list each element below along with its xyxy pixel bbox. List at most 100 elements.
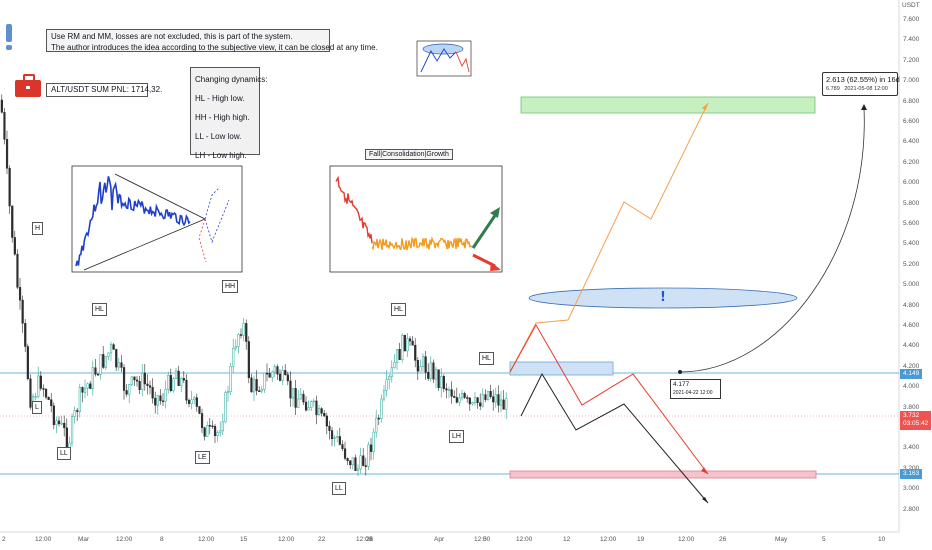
candle-body (346, 458, 349, 462)
disclaimer-line-1: Use RM and MM, losses are not excluded, … (51, 32, 293, 41)
candle-body (450, 389, 453, 397)
red-projection-path[interactable] (509, 323, 709, 475)
y-tick-label: 6.800 (903, 97, 920, 105)
candle-body (453, 396, 456, 398)
candle-body (466, 397, 469, 399)
wave-label-l[interactable]: L (32, 401, 42, 414)
dynamics-title: Changing dynamics: (195, 75, 268, 84)
candle-body (213, 425, 217, 437)
candle-body (294, 388, 297, 408)
wave-label-lh[interactable]: LH (449, 430, 464, 443)
candle-body (333, 437, 336, 439)
wave-label-hl[interactable]: HL (92, 303, 107, 316)
candle-body (159, 395, 162, 402)
current-price: 3.732 (903, 412, 920, 419)
target-zone-green[interactable] (520, 96, 816, 114)
candle-body (229, 366, 232, 392)
candle-body (297, 398, 300, 408)
highlight-ellipse[interactable] (528, 287, 798, 309)
x-tick-label: 15 (240, 536, 248, 543)
candle-body (408, 338, 412, 342)
x-tick-label: 10 (878, 536, 886, 543)
y-tick-label: 7.000 (903, 77, 920, 85)
black-projection-path[interactable] (520, 372, 709, 504)
wave-label-ll[interactable]: LL (57, 447, 71, 460)
wave-label-hh[interactable]: HH (222, 280, 239, 293)
candle-body (458, 397, 461, 403)
candle-body (317, 408, 321, 416)
x-tick-label: 19 (637, 536, 645, 543)
candle-body (484, 394, 487, 400)
candle-body (187, 399, 191, 404)
orange-projection-path[interactable] (509, 102, 709, 373)
wave-label-le[interactable]: LE (195, 451, 210, 464)
disclaimer-note[interactable]: Use RM and MM, losses are not excluded, … (46, 29, 378, 52)
candle-body (432, 362, 435, 380)
entry-callout[interactable]: 4.177 2021-04-22 12:00 (670, 379, 721, 399)
stop-zone-red[interactable] (509, 470, 817, 479)
candle-body (167, 375, 170, 390)
target-date: 2021-05-08 12:00 (844, 86, 888, 92)
candle-body (99, 354, 102, 375)
lower-line-price-tag: 3.163 (900, 469, 923, 479)
candle-body (351, 457, 354, 466)
dynamics-item: HL - High low. (195, 94, 245, 103)
candle-body (221, 421, 224, 432)
candle-body (455, 397, 458, 403)
candle-body (130, 376, 133, 385)
candle-body (78, 387, 81, 412)
candle-body (437, 369, 440, 388)
candle-body (398, 349, 401, 360)
wave-label-hl-3[interactable]: HL (479, 352, 494, 365)
candle-body (377, 417, 380, 420)
candle-body (18, 287, 22, 301)
red-arrowhead-icon (701, 467, 708, 474)
candle-body (63, 422, 66, 429)
disclaimer-line-2: The author introduces the idea according… (51, 42, 378, 52)
candle-body (424, 356, 427, 373)
wave-label-ll-2[interactable]: LL (332, 482, 346, 495)
candle-body (60, 422, 63, 425)
target-curve (679, 107, 865, 373)
wave-label-hl-2[interactable]: HL (391, 303, 406, 316)
candle-body (393, 362, 396, 368)
y-tick-label: 5.000 (903, 281, 920, 289)
candle-body (226, 391, 230, 393)
candle-body (362, 455, 365, 466)
candle-body (185, 379, 188, 401)
candle-body (39, 375, 42, 389)
candle-body (86, 383, 89, 389)
wave-label-h[interactable]: H (32, 222, 44, 235)
target-callout[interactable]: 2.613 (62.55%) in 16d 6.789 2021-05-08 1… (822, 72, 900, 96)
x-tick-label: 12:00 (278, 536, 295, 543)
x-tick-label: Apr (434, 536, 445, 543)
candle-body (375, 417, 378, 433)
candle-body (29, 378, 32, 408)
pnl-note[interactable]: ALT/USDT SUM PNL: 1714,32. (46, 83, 162, 97)
candle-body (406, 338, 409, 352)
candle-body (395, 349, 399, 363)
candle-body (125, 390, 128, 395)
candle-body (336, 436, 339, 438)
fall-box-title: Fall|Consolidation|Growth (365, 149, 453, 160)
candle-body (349, 460, 352, 466)
candle-body (312, 400, 315, 403)
candle-body (499, 399, 503, 406)
y-tick-label: 5.600 (903, 220, 920, 227)
dynamics-item: HH - High high. (195, 113, 250, 122)
candle-body (177, 370, 180, 386)
candle-body (16, 253, 19, 288)
candle-body (120, 362, 123, 368)
dynamics-legend[interactable]: Changing dynamics: HL - High low. HH - H… (190, 67, 268, 160)
candle-body (481, 394, 484, 407)
candlestick-series (0, 94, 508, 477)
candle-body (182, 378, 185, 381)
y-tick-label: 7.200 (903, 56, 920, 64)
candle-body (476, 397, 479, 404)
candle-body (442, 376, 445, 389)
candle-body (156, 395, 159, 406)
candle-body (21, 299, 24, 324)
candle-body (364, 465, 367, 467)
x-tick-label: 26 (366, 536, 374, 543)
